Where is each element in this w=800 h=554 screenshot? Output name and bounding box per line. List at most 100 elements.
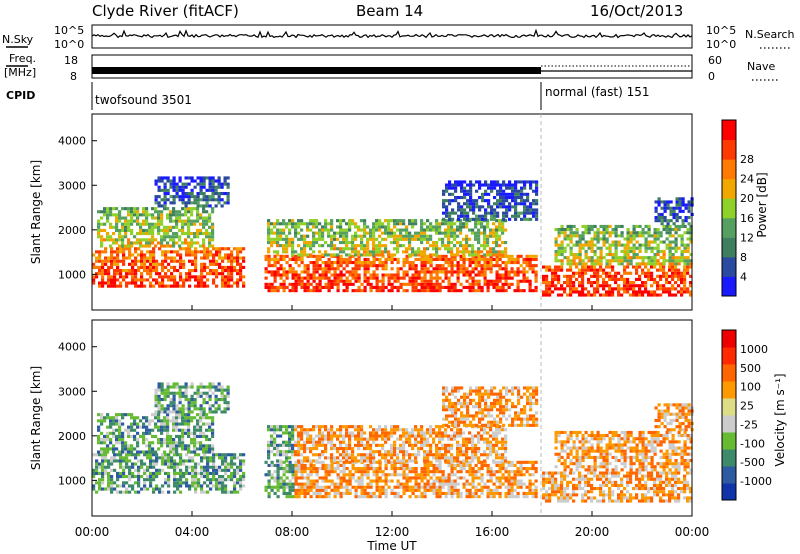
echo-cell	[626, 240, 630, 244]
echo-cell	[161, 459, 165, 463]
echo-cell	[465, 250, 469, 254]
echo-cell	[354, 222, 358, 226]
echo-cell	[680, 240, 684, 244]
echo-cell	[318, 267, 322, 271]
echo-cell	[423, 476, 427, 480]
echo-cell	[315, 237, 319, 241]
echo-cell	[163, 422, 167, 426]
echo-cell	[687, 206, 691, 210]
echo-cell	[118, 438, 122, 442]
echo-cell	[236, 247, 240, 251]
echo-cell	[215, 484, 219, 488]
echo-cell	[115, 219, 119, 223]
echo-cell	[227, 259, 231, 263]
echo-cell	[187, 244, 191, 248]
echo-cell	[116, 250, 120, 254]
echo-cell	[593, 281, 597, 285]
echo-cell	[224, 478, 228, 482]
echo-cell	[578, 243, 582, 247]
echo-cell	[444, 247, 448, 251]
echo-cell	[483, 463, 487, 467]
echo-cell	[557, 277, 561, 281]
echo-cell	[623, 290, 627, 294]
echo-cell	[511, 214, 515, 218]
echo-cell	[581, 274, 585, 278]
echo-cell	[587, 240, 591, 244]
echo-cell	[572, 224, 576, 228]
echo-cell	[172, 382, 176, 386]
echo-cell	[333, 276, 337, 280]
echo-cell	[626, 256, 630, 260]
echo-cell	[647, 259, 651, 263]
echo-cell	[626, 246, 630, 250]
echo-cell	[106, 210, 110, 214]
echo-cell	[396, 273, 400, 277]
echo-cell	[110, 247, 114, 251]
echo-cell	[489, 253, 493, 257]
echo-cell	[227, 284, 231, 288]
echo-cell	[520, 202, 524, 206]
echo-cell	[157, 219, 161, 223]
echo-cell	[113, 278, 117, 282]
echo-cell	[190, 419, 194, 423]
echo-cell	[614, 240, 618, 244]
echo-cell	[420, 264, 424, 268]
echo-cell	[354, 479, 358, 483]
echo-cell	[294, 254, 298, 258]
echo-cell	[166, 404, 170, 408]
echo-cell	[617, 259, 621, 263]
echo-cell	[674, 240, 678, 244]
echo-cell	[342, 237, 346, 241]
echo-cell	[608, 253, 612, 257]
echo-cell	[354, 231, 358, 235]
echo-cell	[468, 285, 472, 289]
echo-cell	[522, 276, 526, 280]
echo-cell	[178, 228, 182, 232]
echo-cell	[602, 243, 606, 247]
echo-cell	[166, 425, 170, 429]
echo-cell	[504, 228, 508, 232]
echo-cell	[312, 234, 316, 238]
echo-cell	[179, 481, 183, 485]
echo-cell	[581, 281, 585, 285]
echo-cell	[169, 219, 173, 223]
echo-cell	[264, 488, 268, 492]
echo-cell	[441, 279, 445, 283]
echo-cell	[474, 488, 478, 492]
echo-cell	[605, 274, 609, 278]
echo-cell	[97, 441, 101, 445]
echo-cell	[212, 269, 216, 273]
echo-cell	[369, 253, 373, 257]
echo-cell	[206, 253, 210, 257]
echo-cell	[354, 267, 358, 271]
echo-cell	[396, 261, 400, 265]
echo-cell	[103, 228, 107, 232]
echo-cell	[206, 459, 210, 463]
echo-cell	[408, 241, 412, 245]
echo-cell	[489, 264, 493, 268]
echo-cell	[215, 465, 219, 469]
echo-cell	[507, 257, 511, 261]
echo-cell	[411, 470, 415, 474]
echo-cell	[115, 419, 119, 423]
echo-cell	[116, 256, 120, 260]
echo-cell	[182, 284, 186, 288]
echo-cell	[187, 428, 191, 432]
echo-cell	[662, 284, 666, 288]
echo-cell	[294, 467, 298, 471]
echo-cell	[148, 232, 152, 236]
echo-cell	[432, 228, 436, 232]
echo-cell	[124, 244, 128, 248]
echo-cell	[309, 219, 313, 223]
echo-cell	[475, 180, 479, 184]
echo-cell	[469, 189, 473, 193]
echo-cell	[179, 259, 183, 263]
echo-cell	[435, 470, 439, 474]
echo-cell	[143, 262, 147, 266]
echo-cell	[495, 219, 499, 223]
ytick-label: 4000	[58, 135, 86, 148]
echo-cell	[330, 488, 334, 492]
echo-cell	[489, 267, 493, 271]
echo-cell	[122, 275, 126, 279]
echo-cell	[151, 222, 155, 226]
